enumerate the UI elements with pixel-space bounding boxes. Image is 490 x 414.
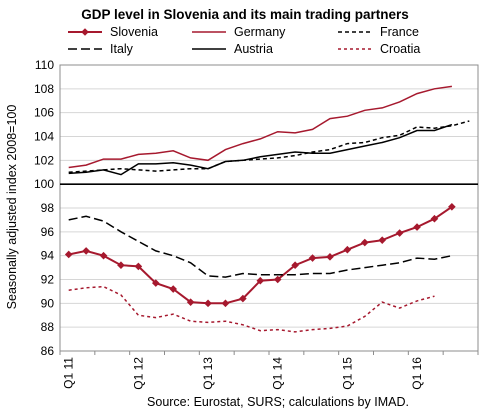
- legend-label-croatia: Croatia: [380, 42, 420, 56]
- point-slovenia: [134, 262, 143, 271]
- legend: Slovenia Germany France Italy Austria Croatia: [68, 25, 420, 56]
- point-slovenia: [186, 298, 195, 306]
- legend-label-italy: Italy: [110, 42, 134, 56]
- legend-label-austria: Austria: [234, 42, 273, 56]
- point-slovenia: [343, 245, 352, 254]
- point-slovenia: [291, 261, 299, 269]
- y-tick-label: 102: [34, 153, 54, 167]
- chart-title: GDP level in Slovenia and its main tradi…: [81, 7, 409, 22]
- point-slovenia: [273, 275, 282, 284]
- y-tick-label: 110: [35, 58, 54, 72]
- x-tick-label: Q1 16: [410, 357, 424, 390]
- grid: [59, 64, 479, 352]
- y-tick-label: 98: [41, 201, 55, 215]
- legend-label-france: France: [380, 25, 419, 39]
- legend-marker-slovenia: [81, 28, 89, 36]
- y-tick-label: 86: [41, 344, 55, 358]
- x-tick-label: Q1 14: [271, 357, 285, 390]
- series-lines: [64, 85, 470, 333]
- x-tick-label: Q1 15: [340, 357, 354, 390]
- y-tick-label: 104: [34, 130, 54, 144]
- series-line-italy: [68, 215, 453, 278]
- legend-label-germany: Germany: [234, 25, 286, 39]
- point-slovenia: [360, 238, 369, 247]
- y-tick-label: 92: [41, 273, 55, 287]
- y-axis-ticks: 86 88 90 92 94 96 98 100 102 104 106 108 110: [34, 58, 54, 358]
- y-tick-label: 108: [34, 82, 54, 96]
- point-slovenia: [395, 229, 404, 237]
- y-tick-label: 90: [41, 296, 55, 310]
- point-slovenia: [169, 285, 178, 293]
- point-slovenia: [99, 251, 108, 260]
- point-slovenia: [221, 299, 230, 308]
- point-slovenia: [308, 254, 317, 262]
- point-slovenia: [204, 299, 212, 308]
- x-axis-ticks: Q1 11 Q1 12 Q1 13 Q1 14 Q1 15 Q1 16: [59, 351, 479, 390]
- point-slovenia: [378, 236, 387, 244]
- source-note: Source: Eurostat, SURS; calculations by …: [147, 395, 409, 409]
- point-slovenia: [117, 261, 125, 269]
- series-line-austria: [68, 123, 453, 176]
- point-slovenia: [430, 214, 439, 223]
- y-axis-label: Seasonally adjusted index 2008=100: [5, 105, 19, 310]
- y-tick-label: 96: [41, 225, 55, 239]
- x-tick-label: Q1 13: [201, 357, 215, 390]
- series-line-croatia: [68, 285, 435, 333]
- y-tick-label: 106: [34, 106, 54, 120]
- legend-label-slovenia: Slovenia: [110, 25, 158, 39]
- y-tick-label: 88: [41, 320, 55, 334]
- series-line-france: [68, 120, 470, 174]
- y-tick-label: 94: [41, 249, 55, 263]
- point-slovenia: [151, 279, 160, 287]
- x-tick-label: Q1 11: [62, 357, 76, 389]
- series-line-slovenia: [68, 205, 453, 305]
- point-slovenia: [326, 253, 334, 261]
- x-tick-label: Q1 12: [131, 357, 145, 390]
- series-line-germany: [68, 85, 453, 169]
- point-slovenia: [82, 247, 90, 255]
- point-slovenia: [239, 294, 247, 303]
- y-tick-label: 100: [34, 177, 54, 191]
- point-slovenia: [256, 276, 265, 285]
- point-slovenia: [64, 250, 73, 259]
- point-slovenia: [413, 223, 421, 231]
- point-slovenia: [448, 203, 456, 211]
